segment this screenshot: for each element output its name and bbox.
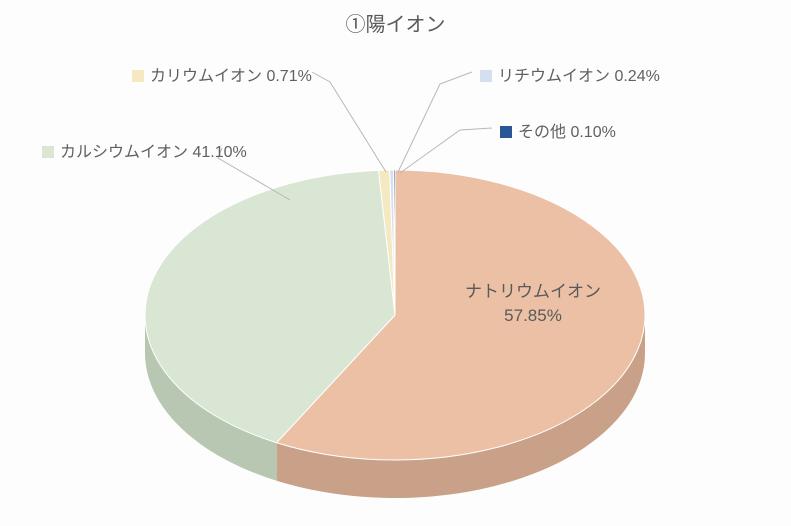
slice-label-lithium: リチウムイオン 0.24% bbox=[480, 62, 660, 86]
slice-label-potassium: カリウムイオン 0.71% bbox=[132, 62, 312, 86]
swatch-potassium bbox=[132, 70, 144, 82]
swatch-other bbox=[500, 126, 512, 138]
leader-potassium bbox=[312, 72, 386, 172]
slice-label-name-sodium: ナトリウムイオン bbox=[465, 280, 601, 304]
slice-label-sodium: ナトリウムイオン57.85% bbox=[465, 280, 601, 328]
slice-label-calcium: カルシウムイオン 41.10% bbox=[42, 138, 247, 162]
slice-label-text-potassium: カリウムイオン 0.71% bbox=[150, 68, 312, 85]
pie-chart bbox=[0, 0, 791, 521]
slice-label-other: その他 0.10% bbox=[500, 118, 616, 142]
swatch-calcium bbox=[42, 146, 54, 158]
leader-other bbox=[400, 128, 492, 173]
slice-label-text-lithium: リチウムイオン 0.24% bbox=[498, 68, 660, 85]
slice-label-text-other: その他 0.10% bbox=[518, 124, 616, 141]
leader-lithium bbox=[398, 72, 472, 172]
slice-label-text-calcium: カルシウムイオン 41.10% bbox=[60, 144, 247, 161]
slice-label-pct-sodium: 57.85% bbox=[465, 304, 601, 328]
swatch-lithium bbox=[480, 70, 492, 82]
